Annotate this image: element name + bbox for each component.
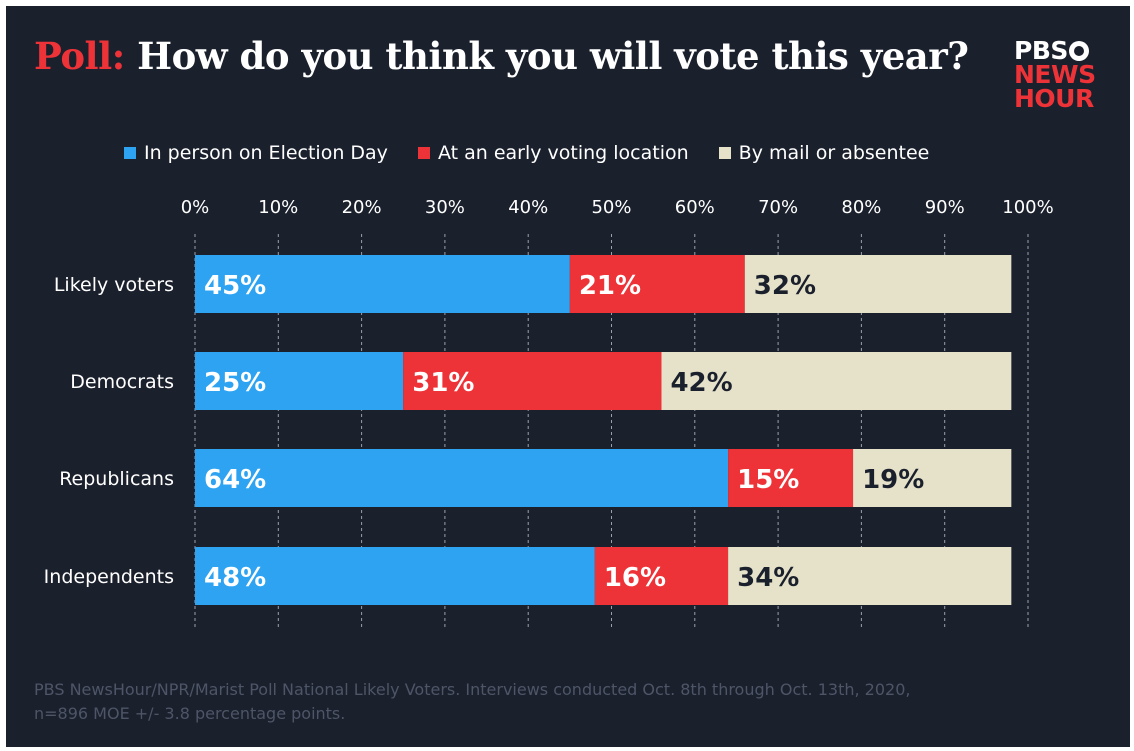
bar-segment (195, 547, 595, 605)
logo-news: NEWS (1014, 60, 1096, 89)
data-label: 15% (737, 465, 799, 495)
title-text: How do you think you will vote this year… (137, 34, 969, 78)
bar-segment (569, 255, 745, 313)
data-label: 31% (412, 368, 474, 398)
x-tick-label: 10% (258, 197, 298, 218)
x-tick-label: 90% (925, 197, 965, 218)
data-label: 42% (670, 368, 732, 398)
data-label: 19% (862, 465, 924, 495)
data-label: 16% (604, 563, 666, 593)
chart-legend: In person on Election Day At an early vo… (124, 142, 959, 164)
data-label: 21% (579, 271, 641, 301)
x-tick-label: 70% (758, 197, 798, 218)
category-label: Democrats (70, 371, 174, 393)
bar-segment (195, 449, 729, 507)
source-note: PBS NewsHour/NPR/Marist Poll National Li… (34, 680, 911, 723)
category-label: Independents (44, 566, 174, 588)
bar-segment (403, 352, 662, 410)
logo-hour: HOUR (1014, 83, 1094, 113)
title-kicker: Poll: (34, 34, 125, 78)
legend-label-early: At an early voting location (437, 142, 689, 164)
category-label: Likely voters (54, 274, 174, 296)
legend-item-mail: By mail or absentee (718, 142, 930, 164)
x-tick-label: 30% (425, 197, 465, 218)
pbs-newshour-logo: PBS NEWS HOUR (1014, 38, 1118, 111)
bar-segment (853, 449, 1012, 507)
legend-item-in-person: In person on Election Day (124, 142, 388, 164)
bar-segment (744, 255, 1012, 313)
legend-label-in-person: In person on Election Day (144, 142, 388, 164)
logo-pbs: PBS (1014, 38, 1118, 63)
x-tick-label: 40% (508, 197, 548, 218)
x-tick-label: 100% (1002, 197, 1053, 218)
x-tick-label: 80% (841, 197, 881, 218)
data-label: 64% (204, 465, 266, 495)
bar-segment (195, 255, 570, 313)
data-label: 34% (737, 563, 799, 593)
data-label: 32% (754, 271, 816, 301)
data-label: 48% (204, 563, 266, 593)
stacked-bar-chart: 0% 10% 20% 30% 40% 50% 60% 70% 80% 90% 100% Likely … (44, 197, 1054, 628)
x-tick-label: 20% (342, 197, 382, 218)
legend-swatch-mail (718, 147, 731, 159)
legend-item-early: At an early voting location (417, 142, 689, 164)
category-label: Republicans (59, 468, 174, 490)
legend-label-mail: By mail or absentee (738, 142, 930, 164)
bar-segment (594, 547, 729, 605)
data-label: 25% (204, 368, 266, 398)
chart-card: Poll: How do you think you will vote thi… (6, 6, 1130, 747)
pbs-head-icon (1068, 40, 1089, 61)
x-tick-label: 60% (675, 197, 715, 218)
bar-segment (661, 352, 1012, 410)
bar-segment (728, 449, 854, 507)
bar-segment (195, 352, 404, 410)
logo-pbs-text: PBS (1014, 36, 1068, 65)
chart-title: Poll: How do you think you will vote thi… (34, 34, 969, 78)
legend-swatch-in-person (124, 147, 136, 159)
bar-segment (728, 547, 1012, 605)
x-tick-label: 0% (181, 197, 210, 218)
x-tick-label: 50% (591, 197, 631, 218)
data-label: 45% (204, 271, 266, 301)
legend-swatch-early (417, 147, 430, 159)
